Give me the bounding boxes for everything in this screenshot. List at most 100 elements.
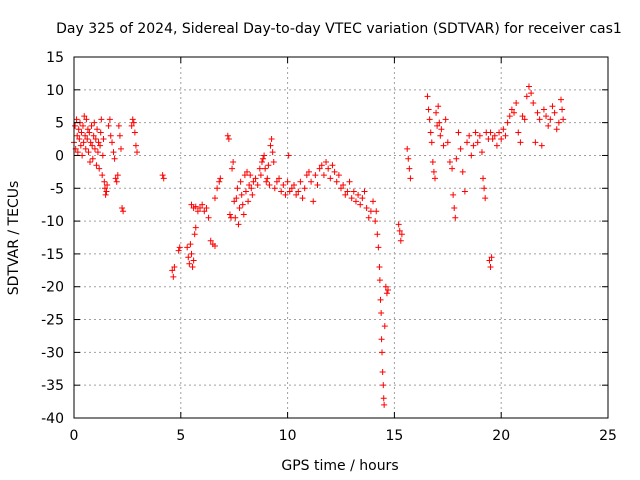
grid-lines bbox=[74, 57, 608, 418]
data-point bbox=[85, 149, 92, 156]
data-point bbox=[488, 254, 495, 261]
data-point bbox=[352, 198, 359, 205]
data-point bbox=[240, 211, 247, 218]
data-point bbox=[188, 201, 195, 208]
data-point bbox=[335, 172, 342, 179]
data-point bbox=[461, 188, 468, 195]
data-point bbox=[500, 126, 507, 133]
data-point bbox=[288, 185, 295, 192]
data-point bbox=[373, 208, 380, 215]
data-point bbox=[89, 155, 96, 162]
data-point bbox=[98, 116, 105, 123]
data-point bbox=[226, 211, 233, 218]
data-point bbox=[521, 116, 528, 123]
data-point bbox=[207, 237, 214, 244]
data-point bbox=[91, 119, 98, 126]
data-point bbox=[528, 90, 535, 97]
data-point bbox=[555, 119, 562, 126]
data-point bbox=[318, 162, 325, 169]
y-tick-label: -40 bbox=[41, 411, 64, 427]
data-point bbox=[464, 139, 471, 146]
data-point bbox=[457, 145, 464, 152]
data-point bbox=[543, 113, 550, 120]
data-point bbox=[264, 175, 271, 182]
data-point bbox=[188, 250, 195, 257]
data-point bbox=[230, 159, 237, 166]
data-point bbox=[88, 122, 95, 129]
data-point bbox=[242, 188, 249, 195]
data-point bbox=[449, 165, 456, 172]
data-point bbox=[241, 172, 248, 179]
data-point bbox=[297, 178, 304, 185]
data-point bbox=[93, 162, 100, 169]
data-point bbox=[99, 152, 106, 159]
data-point bbox=[160, 175, 167, 182]
data-point bbox=[237, 178, 244, 185]
data-point bbox=[455, 129, 462, 136]
data-point bbox=[266, 181, 273, 188]
data-point bbox=[303, 172, 310, 179]
data-point bbox=[331, 168, 338, 175]
data-point bbox=[192, 203, 199, 210]
data-point bbox=[286, 188, 293, 195]
data-point bbox=[159, 172, 166, 179]
data-point bbox=[327, 175, 334, 182]
data-point bbox=[256, 165, 263, 172]
data-point bbox=[80, 139, 87, 146]
data-point bbox=[250, 178, 257, 185]
data-point bbox=[434, 122, 441, 129]
data-point bbox=[406, 165, 413, 172]
data-point bbox=[559, 106, 566, 113]
data-point bbox=[280, 181, 287, 188]
data-point bbox=[76, 136, 83, 143]
data-point bbox=[338, 185, 344, 192]
data-point bbox=[312, 172, 319, 179]
data-point bbox=[111, 155, 118, 162]
data-point bbox=[203, 204, 210, 211]
data-point bbox=[246, 181, 253, 188]
data-point bbox=[120, 208, 127, 215]
data-point bbox=[305, 168, 312, 175]
data-point bbox=[100, 136, 107, 143]
y-tick-label: -5 bbox=[50, 181, 64, 197]
data-point bbox=[239, 201, 246, 208]
data-point bbox=[225, 136, 232, 143]
data-point bbox=[376, 264, 383, 271]
data-point bbox=[199, 201, 206, 208]
data-point bbox=[553, 126, 560, 133]
data-point bbox=[397, 237, 404, 244]
data-point bbox=[191, 231, 198, 238]
data-point bbox=[114, 172, 121, 179]
data-point bbox=[257, 172, 264, 179]
x-tick-label: 25 bbox=[599, 428, 617, 444]
data-point bbox=[383, 290, 390, 297]
data-point bbox=[436, 119, 443, 126]
data-point bbox=[372, 218, 379, 225]
data-point bbox=[433, 109, 440, 116]
data-point bbox=[265, 162, 272, 169]
data-point bbox=[342, 191, 349, 198]
data-point bbox=[374, 231, 381, 238]
data-point bbox=[99, 172, 106, 179]
data-point bbox=[480, 175, 487, 182]
data-point bbox=[530, 99, 537, 106]
data-point bbox=[316, 165, 323, 172]
data-point bbox=[271, 185, 278, 192]
data-point bbox=[94, 149, 101, 156]
data-point bbox=[547, 116, 554, 123]
x-tick-label: 5 bbox=[176, 428, 185, 444]
data-point bbox=[442, 116, 449, 123]
data-point bbox=[89, 142, 96, 149]
x-tick-label: 0 bbox=[70, 428, 79, 444]
data-point bbox=[459, 168, 466, 175]
data-point bbox=[205, 214, 212, 221]
data-point bbox=[169, 267, 176, 274]
data-point bbox=[491, 132, 498, 139]
y-tick-label: 0 bbox=[55, 148, 64, 164]
data-point bbox=[261, 152, 268, 159]
data-point bbox=[131, 129, 138, 136]
y-tick-label: -35 bbox=[41, 378, 64, 394]
x-tick-label: 20 bbox=[492, 428, 510, 444]
data-point bbox=[87, 139, 94, 146]
